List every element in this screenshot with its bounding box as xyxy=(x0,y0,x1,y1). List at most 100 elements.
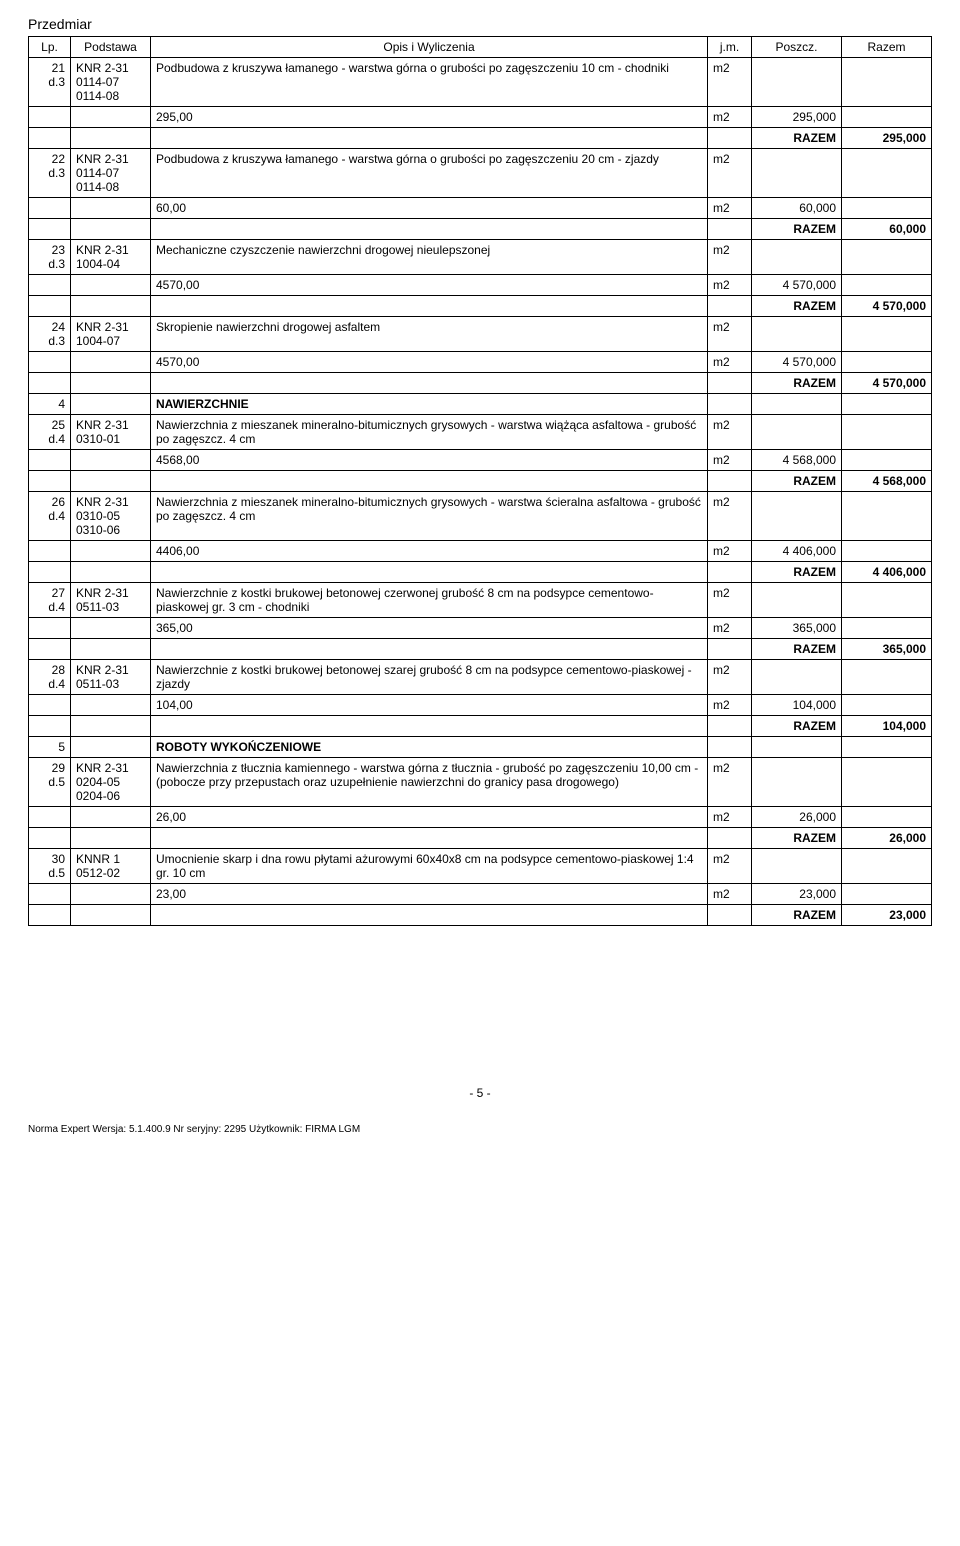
item-lp: 29 d.5 xyxy=(29,758,71,807)
razem-row: RAZEM104,000 xyxy=(29,716,932,737)
razem-value: 295,000 xyxy=(842,128,932,149)
item-jm: m2 xyxy=(708,415,752,450)
section-row: 5ROBOTY WYKOŃCZENIOWE xyxy=(29,737,932,758)
razem-value: 4 568,000 xyxy=(842,471,932,492)
col-lp: Lp. xyxy=(29,37,71,58)
razem-label: RAZEM xyxy=(752,562,842,583)
item-jm: m2 xyxy=(708,758,752,807)
section-lp: 5 xyxy=(29,737,71,758)
calc-row: 365,00m2365,000 xyxy=(29,618,932,639)
razem-value: 4 570,000 xyxy=(842,373,932,394)
section-lp: 4 xyxy=(29,394,71,415)
calc-row: 23,00m223,000 xyxy=(29,884,932,905)
razem-row: RAZEM4 570,000 xyxy=(29,373,932,394)
item-opis: Nawierzchnie z kostki brukowej betonowej… xyxy=(151,660,708,695)
razem-label: RAZEM xyxy=(752,716,842,737)
poszcz-value: 295,000 xyxy=(752,107,842,128)
item-lp: 30 d.5 xyxy=(29,849,71,884)
item-row: 27 d.4KNR 2-31 0511-03Nawierzchnie z kos… xyxy=(29,583,932,618)
item-row: 21 d.3KNR 2-31 0114-07 0114-08Podbudowa … xyxy=(29,58,932,107)
calc-jm: m2 xyxy=(708,884,752,905)
razem-row: RAZEM365,000 xyxy=(29,639,932,660)
poszcz-value: 60,000 xyxy=(752,198,842,219)
table-header-row: Lp. Podstawa Opis i Wyliczenia j.m. Posz… xyxy=(29,37,932,58)
razem-row: RAZEM26,000 xyxy=(29,828,932,849)
calc-value: 4568,00 xyxy=(151,450,708,471)
razem-value: 23,000 xyxy=(842,905,932,926)
item-row: 28 d.4KNR 2-31 0511-03Nawierzchnie z kos… xyxy=(29,660,932,695)
poszcz-value: 4 570,000 xyxy=(752,275,842,296)
razem-row: RAZEM295,000 xyxy=(29,128,932,149)
calc-jm: m2 xyxy=(708,107,752,128)
calc-value: 60,00 xyxy=(151,198,708,219)
calc-jm: m2 xyxy=(708,618,752,639)
section-title: NAWIERZCHNIE xyxy=(151,394,708,415)
calc-value: 23,00 xyxy=(151,884,708,905)
razem-label: RAZEM xyxy=(752,373,842,394)
item-row: 23 d.3KNR 2-31 1004-04Mechaniczne czyszc… xyxy=(29,240,932,275)
cost-table: Lp. Podstawa Opis i Wyliczenia j.m. Posz… xyxy=(28,36,932,926)
item-opis: Nawierzchnie z kostki brukowej betonowej… xyxy=(151,583,708,618)
section-row: 4 NAWIERZCHNIE xyxy=(29,394,932,415)
section-pod xyxy=(71,737,151,758)
item-opis: Podbudowa z kruszywa łamanego - warstwa … xyxy=(151,58,708,107)
item-podstawa: KNR 2-31 0511-03 xyxy=(71,583,151,618)
item-row: 24 d.3KNR 2-31 1004-07Skropienie nawierz… xyxy=(29,317,932,352)
col-jm: j.m. xyxy=(708,37,752,58)
item-jm: m2 xyxy=(708,849,752,884)
item-row: 26 d.4KNR 2-31 0310-05 0310-06Nawierzchn… xyxy=(29,492,932,541)
item-jm: m2 xyxy=(708,317,752,352)
razem-value: 60,000 xyxy=(842,219,932,240)
item-jm: m2 xyxy=(708,492,752,541)
calc-jm: m2 xyxy=(708,541,752,562)
poszcz-value: 4 570,000 xyxy=(752,352,842,373)
razem-label: RAZEM xyxy=(752,128,842,149)
razem-row: RAZEM60,000 xyxy=(29,219,932,240)
calc-jm: m2 xyxy=(708,198,752,219)
calc-jm: m2 xyxy=(708,352,752,373)
calc-row: 4568,00m24 568,000 xyxy=(29,450,932,471)
item-lp: 21 d.3 xyxy=(29,58,71,107)
item-lp: 22 d.3 xyxy=(29,149,71,198)
item-row: 29 d.5KNR 2-31 0204-05 0204-06Nawierzchn… xyxy=(29,758,932,807)
item-podstawa: KNR 2-31 0310-01 xyxy=(71,415,151,450)
section-pod xyxy=(71,394,151,415)
item-podstawa: KNR 2-31 1004-04 xyxy=(71,240,151,275)
item-jm: m2 xyxy=(708,149,752,198)
poszcz-value: 104,000 xyxy=(752,695,842,716)
poszcz-value: 26,000 xyxy=(752,807,842,828)
item-jm: m2 xyxy=(708,583,752,618)
col-poszcz: Poszcz. xyxy=(752,37,842,58)
razem-label: RAZEM xyxy=(752,219,842,240)
item-podstawa: KNR 2-31 0114-07 0114-08 xyxy=(71,149,151,198)
razem-value: 365,000 xyxy=(842,639,932,660)
item-row: 25 d.4KNR 2-31 0310-01Nawierzchnia z mie… xyxy=(29,415,932,450)
item-row: 22 d.3KNR 2-31 0114-07 0114-08Podbudowa … xyxy=(29,149,932,198)
item-podstawa: KNR 2-31 0114-07 0114-08 xyxy=(71,58,151,107)
poszcz-value: 23,000 xyxy=(752,884,842,905)
document-title: Przedmiar xyxy=(28,16,932,32)
item-podstawa: KNR 2-31 0511-03 xyxy=(71,660,151,695)
calc-row: 4570,00m24 570,000 xyxy=(29,275,932,296)
item-row: 30 d.5KNNR 1 0512-02Umocnienie skarp i d… xyxy=(29,849,932,884)
poszcz-value: 4 406,000 xyxy=(752,541,842,562)
calc-row: 295,00m2295,000 xyxy=(29,107,932,128)
razem-row: RAZEM4 406,000 xyxy=(29,562,932,583)
item-lp: 26 d.4 xyxy=(29,492,71,541)
item-podstawa: KNR 2-31 1004-07 xyxy=(71,317,151,352)
calc-jm: m2 xyxy=(708,807,752,828)
item-opis: Nawierzchnia z mieszanek mineralno-bitum… xyxy=(151,415,708,450)
calc-value: 365,00 xyxy=(151,618,708,639)
item-lp: 23 d.3 xyxy=(29,240,71,275)
item-lp: 28 d.4 xyxy=(29,660,71,695)
razem-value: 4 406,000 xyxy=(842,562,932,583)
calc-row: 26,00m226,000 xyxy=(29,807,932,828)
razem-value: 4 570,000 xyxy=(842,296,932,317)
razem-value: 26,000 xyxy=(842,828,932,849)
item-jm: m2 xyxy=(708,58,752,107)
razem-value: 104,000 xyxy=(842,716,932,737)
col-podstawa: Podstawa xyxy=(71,37,151,58)
calc-row: 4406,00m24 406,000 xyxy=(29,541,932,562)
calc-row: 104,00m2104,000 xyxy=(29,695,932,716)
col-opis: Opis i Wyliczenia xyxy=(151,37,708,58)
